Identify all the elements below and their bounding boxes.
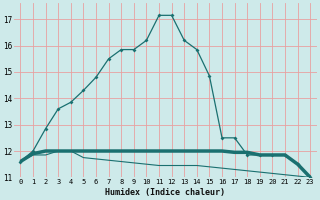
X-axis label: Humidex (Indice chaleur): Humidex (Indice chaleur)	[105, 188, 225, 197]
